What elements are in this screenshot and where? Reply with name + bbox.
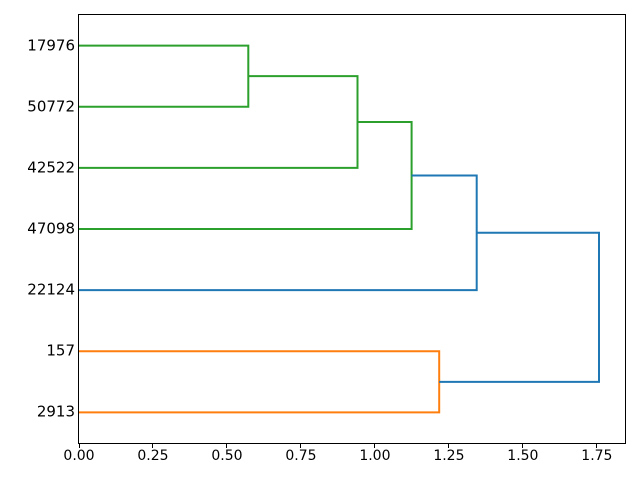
x-tick-label-0.75: 0.75 xyxy=(285,448,317,464)
x-tick-label-1.25: 1.25 xyxy=(433,448,465,464)
x-tick-mark-0.50 xyxy=(226,444,228,448)
x-tick-label-1.50: 1.50 xyxy=(507,448,539,464)
x-tick-mark-1.25 xyxy=(448,444,450,448)
dendrogram-link-0 xyxy=(79,44,250,108)
x-tick-mark-1.75 xyxy=(596,444,598,448)
x-tick-mark-1.50 xyxy=(522,444,524,448)
plot-area xyxy=(78,14,626,444)
dendrogram-link-1 xyxy=(79,75,359,169)
x-tick-label-1.00: 1.00 xyxy=(359,448,391,464)
leaf-label-42522: 42522 xyxy=(27,158,75,177)
dendrogram-link-3 xyxy=(79,174,478,292)
x-tick-mark-0.00 xyxy=(78,444,80,448)
x-tick-mark-0.25 xyxy=(152,444,154,448)
leaf-label-157: 157 xyxy=(46,341,75,360)
x-tick-mark-0.75 xyxy=(300,444,302,448)
x-tick-mark-1.00 xyxy=(374,444,376,448)
leaf-label-50772: 50772 xyxy=(27,97,75,116)
x-tick-label-0.25: 0.25 xyxy=(137,448,169,464)
leaf-label-2913: 2913 xyxy=(36,402,75,421)
x-tick-label-0.00: 0.00 xyxy=(63,448,95,464)
leaf-label-17976: 17976 xyxy=(27,36,75,55)
leaf-label-47098: 47098 xyxy=(27,219,75,238)
dendrogram-link-4 xyxy=(79,350,441,414)
x-tick-label-0.50: 0.50 xyxy=(211,448,243,464)
dendrogram-link-5 xyxy=(439,231,600,383)
x-tick-label-1.75: 1.75 xyxy=(581,448,613,464)
dendrogram-link-2 xyxy=(79,121,413,230)
dendrogram-svg xyxy=(79,44,600,414)
leaf-label-22124: 22124 xyxy=(27,280,75,299)
